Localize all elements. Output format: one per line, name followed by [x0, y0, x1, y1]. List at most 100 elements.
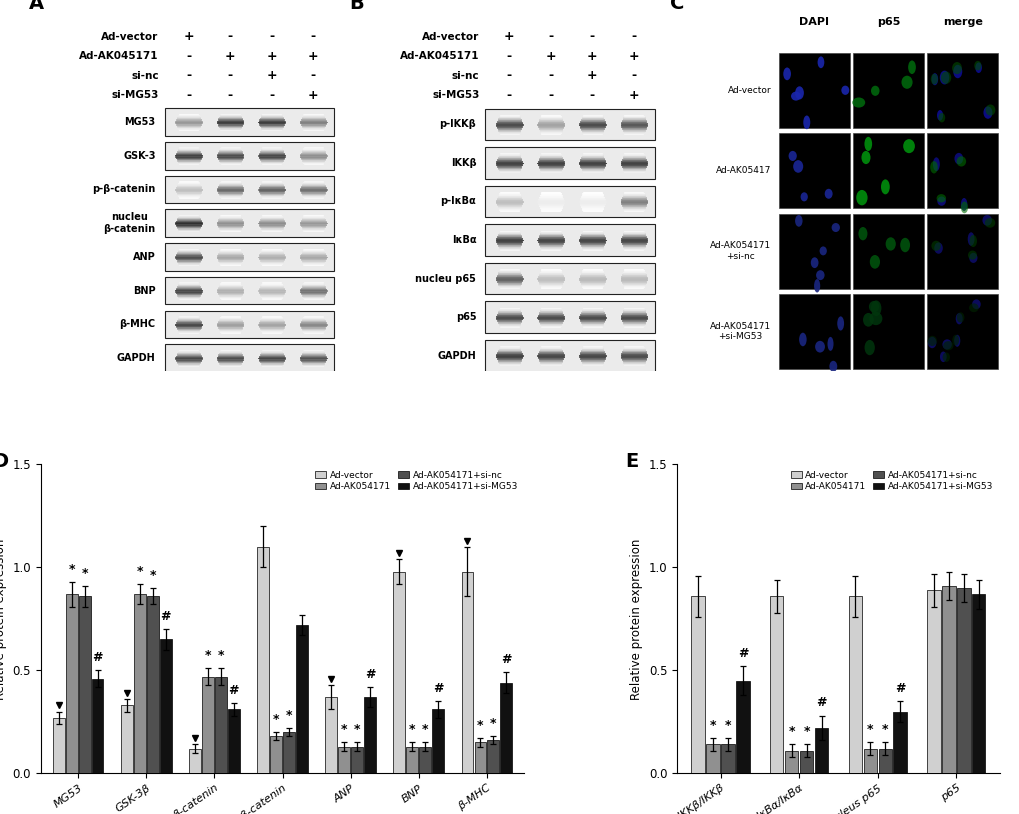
Ellipse shape [864, 340, 874, 355]
Text: Ad-AK045171: Ad-AK045171 [79, 51, 159, 61]
Bar [863, 749, 876, 773]
FancyBboxPatch shape [165, 311, 333, 339]
Text: +: + [587, 50, 597, 63]
Text: GAPDH: GAPDH [117, 353, 156, 363]
Text: MG53: MG53 [124, 117, 156, 127]
Text: +: + [266, 50, 277, 63]
Text: -: - [589, 89, 594, 102]
Text: -: - [631, 69, 636, 82]
Bar [736, 681, 749, 773]
Text: +: + [628, 89, 639, 102]
Ellipse shape [940, 72, 951, 84]
Ellipse shape [869, 255, 879, 269]
Legend: Ad-vector, Ad-AK054171, Ad-AK054171+si-nc, Ad-AK054171+si-MG53: Ad-vector, Ad-AK054171, Ad-AK054171+si-n… [788, 469, 995, 492]
Ellipse shape [956, 313, 964, 322]
Ellipse shape [929, 74, 937, 85]
Text: A: A [29, 0, 44, 13]
Text: *: * [788, 725, 794, 738]
FancyBboxPatch shape [165, 176, 333, 204]
Ellipse shape [817, 56, 823, 68]
Bar [190, 749, 201, 773]
Y-axis label: Relative protein expression: Relative protein expression [0, 538, 7, 699]
Text: *: * [803, 725, 809, 738]
Ellipse shape [937, 113, 945, 122]
Bar [432, 710, 443, 773]
FancyBboxPatch shape [165, 243, 333, 271]
Bar [66, 594, 77, 773]
Bar [215, 676, 226, 773]
Text: -: - [589, 30, 594, 43]
Ellipse shape [953, 65, 961, 78]
Ellipse shape [933, 243, 942, 254]
Ellipse shape [942, 339, 951, 349]
Text: -: - [227, 69, 232, 82]
Ellipse shape [855, 190, 867, 205]
FancyBboxPatch shape [485, 186, 654, 217]
Ellipse shape [955, 313, 962, 325]
Bar [926, 213, 997, 289]
Text: *: * [422, 723, 428, 736]
Text: #: # [500, 653, 511, 666]
Text: *: * [272, 713, 279, 726]
Bar [877, 749, 891, 773]
Text: -: - [547, 30, 553, 43]
Text: Ad-vector: Ad-vector [422, 32, 479, 42]
Text: B: B [350, 0, 364, 13]
Text: +: + [545, 50, 555, 63]
Ellipse shape [951, 62, 961, 74]
Text: *: * [881, 723, 888, 736]
Text: Ad-vector: Ad-vector [727, 85, 770, 94]
Text: p-IKKβ: p-IKKβ [439, 120, 476, 129]
Text: *: * [409, 723, 415, 736]
Ellipse shape [952, 335, 958, 346]
Text: -: - [227, 30, 232, 43]
Bar [720, 745, 734, 773]
Bar [364, 697, 375, 773]
Bar [121, 706, 132, 773]
Bar [769, 596, 783, 773]
Text: p65: p65 [455, 313, 476, 322]
FancyBboxPatch shape [165, 344, 333, 372]
Text: Ad-vector: Ad-vector [101, 32, 159, 42]
Text: -: - [185, 89, 191, 102]
Bar [474, 742, 486, 773]
Ellipse shape [981, 215, 990, 225]
Ellipse shape [926, 335, 936, 346]
Text: -: - [311, 30, 316, 43]
Bar [814, 728, 827, 773]
FancyBboxPatch shape [485, 301, 654, 333]
Ellipse shape [852, 98, 864, 107]
Text: DAPI: DAPI [799, 17, 828, 27]
Ellipse shape [803, 116, 809, 129]
Ellipse shape [868, 301, 878, 313]
Text: Ad-AK054171
+si-nc: Ad-AK054171 +si-nc [709, 241, 770, 260]
Text: +: + [183, 30, 194, 43]
FancyBboxPatch shape [165, 277, 333, 304]
Bar [779, 213, 849, 289]
FancyBboxPatch shape [165, 209, 333, 237]
FancyBboxPatch shape [485, 108, 654, 140]
Ellipse shape [819, 247, 826, 256]
Bar [893, 711, 906, 773]
Text: C: C [668, 0, 683, 13]
Bar [852, 133, 923, 208]
Ellipse shape [800, 192, 807, 201]
Text: +: + [266, 69, 277, 82]
Ellipse shape [967, 251, 976, 260]
Ellipse shape [930, 73, 937, 85]
Ellipse shape [788, 151, 796, 161]
Ellipse shape [930, 241, 940, 251]
Text: +: + [308, 50, 318, 63]
Ellipse shape [810, 257, 817, 268]
Bar [852, 53, 923, 128]
Text: *: * [150, 569, 156, 582]
Ellipse shape [942, 352, 949, 362]
Ellipse shape [814, 341, 824, 352]
Ellipse shape [858, 227, 866, 240]
Ellipse shape [828, 361, 837, 372]
Bar [779, 53, 849, 128]
Ellipse shape [791, 92, 800, 101]
Text: IKKβ: IKKβ [450, 158, 476, 168]
Bar [852, 294, 923, 369]
Ellipse shape [969, 235, 976, 247]
